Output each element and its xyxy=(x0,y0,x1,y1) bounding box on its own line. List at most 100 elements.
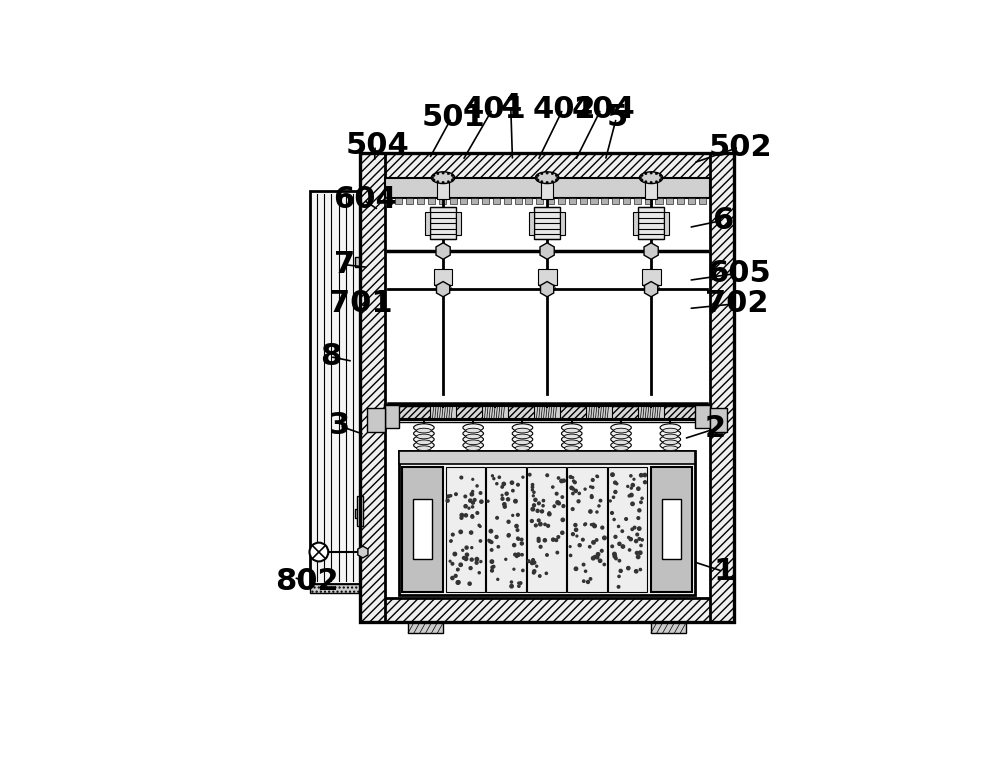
Ellipse shape xyxy=(660,441,681,449)
Bar xyxy=(529,212,534,235)
Bar xyxy=(413,499,432,559)
Circle shape xyxy=(464,557,468,561)
Circle shape xyxy=(516,555,518,558)
Ellipse shape xyxy=(515,434,530,439)
Circle shape xyxy=(503,503,506,506)
Circle shape xyxy=(546,474,549,476)
Circle shape xyxy=(633,527,636,529)
Circle shape xyxy=(636,555,640,559)
Circle shape xyxy=(475,558,479,561)
Circle shape xyxy=(478,524,480,527)
Circle shape xyxy=(631,484,634,487)
Text: 3: 3 xyxy=(329,411,351,440)
Circle shape xyxy=(479,491,482,495)
Circle shape xyxy=(449,560,451,562)
Bar xyxy=(642,269,661,285)
Circle shape xyxy=(639,177,642,179)
Bar xyxy=(385,198,392,204)
Circle shape xyxy=(592,541,595,544)
Circle shape xyxy=(640,501,642,504)
Bar xyxy=(534,406,560,418)
Circle shape xyxy=(517,553,520,556)
Text: 702: 702 xyxy=(705,290,768,319)
Circle shape xyxy=(569,546,571,547)
Ellipse shape xyxy=(466,440,481,445)
Circle shape xyxy=(561,531,564,534)
Circle shape xyxy=(593,524,596,527)
Circle shape xyxy=(539,546,542,548)
Circle shape xyxy=(631,528,633,530)
Text: 501: 501 xyxy=(422,104,485,133)
Circle shape xyxy=(487,500,489,502)
Ellipse shape xyxy=(561,424,582,431)
Ellipse shape xyxy=(512,430,533,437)
Circle shape xyxy=(447,172,450,174)
Bar xyxy=(534,207,560,239)
Text: 4: 4 xyxy=(501,91,522,120)
Bar xyxy=(666,198,673,204)
Text: 5: 5 xyxy=(606,104,628,133)
Circle shape xyxy=(572,488,574,490)
Circle shape xyxy=(459,530,462,533)
Circle shape xyxy=(451,533,454,536)
Ellipse shape xyxy=(660,424,681,431)
Ellipse shape xyxy=(564,446,579,450)
Circle shape xyxy=(569,475,572,479)
Circle shape xyxy=(459,563,462,566)
Circle shape xyxy=(516,529,519,531)
Circle shape xyxy=(596,555,599,559)
Circle shape xyxy=(630,493,633,497)
Circle shape xyxy=(528,473,531,476)
Circle shape xyxy=(447,495,450,498)
Ellipse shape xyxy=(564,440,579,445)
Bar xyxy=(367,408,385,432)
Circle shape xyxy=(611,545,613,548)
Circle shape xyxy=(537,537,540,540)
Circle shape xyxy=(556,501,559,504)
Bar xyxy=(460,198,467,204)
Bar xyxy=(493,198,500,204)
Circle shape xyxy=(531,486,534,488)
Circle shape xyxy=(470,492,474,496)
Bar xyxy=(408,623,443,633)
Bar xyxy=(710,408,727,432)
Ellipse shape xyxy=(512,436,533,443)
Circle shape xyxy=(592,486,594,488)
Circle shape xyxy=(598,559,602,562)
Circle shape xyxy=(501,485,503,488)
Circle shape xyxy=(533,491,535,493)
Circle shape xyxy=(544,523,546,526)
Bar xyxy=(357,496,363,526)
Circle shape xyxy=(507,534,510,537)
Circle shape xyxy=(518,582,520,584)
Ellipse shape xyxy=(564,428,579,433)
Bar xyxy=(395,198,402,204)
Circle shape xyxy=(452,177,455,179)
Ellipse shape xyxy=(614,434,628,439)
Circle shape xyxy=(542,511,544,512)
Circle shape xyxy=(527,560,530,562)
Circle shape xyxy=(562,504,565,507)
Circle shape xyxy=(539,575,541,578)
Text: 701: 701 xyxy=(329,290,393,319)
Bar xyxy=(504,198,511,204)
Circle shape xyxy=(637,517,640,520)
Circle shape xyxy=(451,576,454,580)
Circle shape xyxy=(615,557,617,560)
Circle shape xyxy=(597,475,599,478)
Circle shape xyxy=(496,482,498,485)
Bar xyxy=(633,212,638,235)
Circle shape xyxy=(510,581,513,583)
Ellipse shape xyxy=(614,440,628,445)
Circle shape xyxy=(521,553,523,556)
Circle shape xyxy=(628,549,631,551)
Bar xyxy=(645,178,657,200)
Circle shape xyxy=(533,504,535,507)
Circle shape xyxy=(619,569,622,572)
Ellipse shape xyxy=(512,441,533,449)
Bar xyxy=(434,269,452,285)
Circle shape xyxy=(552,538,555,541)
Circle shape xyxy=(437,172,439,174)
Circle shape xyxy=(551,181,554,183)
Ellipse shape xyxy=(614,446,628,450)
